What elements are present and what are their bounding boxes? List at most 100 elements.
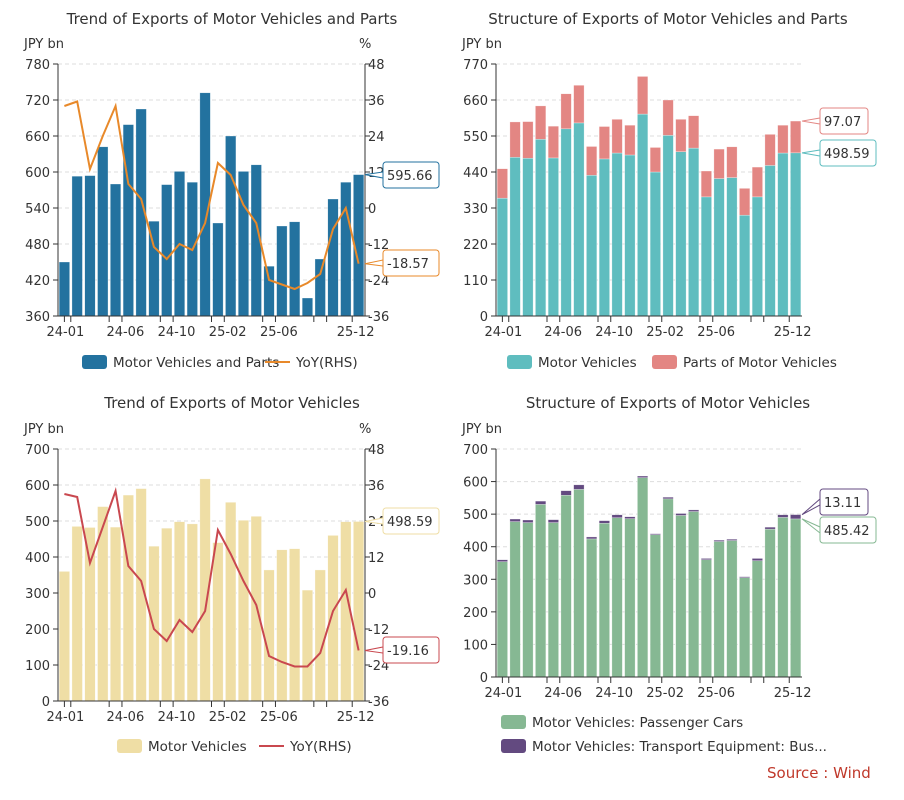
legend-label: Motor Vehicles (148, 739, 247, 755)
bar-25-03 (238, 520, 248, 701)
x-tick-label: 24-01 (484, 325, 522, 340)
bar-24-05 (548, 158, 558, 316)
x-tick-label: 25-02 (209, 325, 247, 340)
y-tick-label: 500 (25, 515, 50, 530)
bar-25-07 (289, 549, 299, 701)
bar-25-11 (778, 515, 788, 518)
bar-25-05 (701, 558, 711, 559)
chart-title: Trend of Exports of Motor Vehicles and P… (66, 10, 398, 28)
bar-24-06 (561, 495, 571, 677)
bar-25-06 (714, 542, 724, 677)
bar-25-03 (676, 119, 686, 151)
callout-pointer (802, 118, 820, 124)
bar-24-08 (149, 546, 159, 701)
bar-25-10 (765, 165, 775, 316)
x-tick-label: 25-12 (774, 686, 812, 701)
bar-24-03 (523, 523, 533, 677)
bar-24-07 (574, 489, 584, 677)
bar-25-03 (676, 152, 686, 316)
bar-24-01 (59, 571, 69, 701)
bar-25-09 (315, 570, 325, 701)
y-tick-label: 200 (25, 623, 50, 638)
left-axis-unit: JPY bn (23, 422, 64, 437)
y-tick-label: 400 (25, 551, 50, 566)
bar-25-01 (650, 534, 660, 535)
bar-25-05 (701, 171, 711, 197)
callout-pointer (802, 519, 820, 533)
y-right-tick-label: 48 (368, 443, 385, 458)
bar-25-10 (765, 527, 775, 529)
x-tick-label: 24-01 (484, 686, 522, 701)
bar-24-06 (123, 125, 133, 316)
x-tick-label: 24-06 (106, 710, 144, 725)
x-tick-label: 25-12 (774, 325, 812, 340)
bar-24-06 (123, 495, 133, 701)
bar-25-07 (727, 147, 737, 178)
legend-swatch (501, 739, 526, 753)
bar-25-02 (225, 136, 235, 316)
y-tick-label: 540 (25, 202, 50, 217)
bar-25-04 (688, 148, 698, 316)
bar-25-02 (663, 100, 673, 135)
right-axis-unit: % (359, 422, 371, 437)
y-tick-label: 480 (25, 238, 50, 253)
y-right-tick-label: 36 (368, 94, 385, 109)
chart-title: Structure of Exports of Motor Vehicles a… (488, 10, 848, 28)
bar-24-11 (187, 524, 197, 701)
chart-panel-4: Structure of Exports of Motor VehiclesJP… (461, 394, 876, 755)
bar-24-12 (637, 478, 647, 677)
bar-25-10 (328, 199, 338, 316)
y-tick-label: 400 (463, 541, 488, 556)
bar-25-02 (663, 497, 673, 499)
bar-25-08 (302, 590, 312, 701)
bar-24-04 (535, 501, 545, 504)
bar-25-05 (264, 570, 274, 701)
legend-item[interactable]: Motor Vehicles: Passenger Cars (501, 715, 743, 731)
bar-24-09 (161, 528, 171, 701)
bar-25-10 (328, 535, 338, 701)
legend-swatch (82, 355, 107, 369)
callout-value: 498.59 (387, 515, 433, 530)
y-tick-label: 330 (463, 202, 488, 217)
bar-25-11 (778, 153, 788, 316)
x-tick-label: 24-06 (544, 325, 582, 340)
bar-24-10 (612, 518, 622, 677)
bar-25-05 (701, 560, 711, 677)
x-tick-label: 25-06 (260, 325, 298, 340)
bar-25-01 (213, 543, 223, 701)
bar-25-06 (714, 179, 724, 316)
y-tick-label: 0 (480, 671, 488, 686)
bar-24-01 (497, 562, 507, 677)
legend-item[interactable]: Motor Vehicles (117, 739, 247, 755)
left-axis-unit: JPY bn (461, 37, 502, 52)
bar-25-10 (765, 134, 775, 165)
legend-item[interactable]: Motor Vehicles (507, 355, 637, 371)
bar-24-09 (599, 159, 609, 316)
bar-25-02 (663, 135, 673, 316)
bar-25-07 (727, 539, 737, 540)
source-label: Source : Wind (767, 764, 871, 782)
bar-24-06 (561, 491, 571, 496)
bar-25-08 (739, 577, 749, 578)
bar-25-04 (688, 510, 698, 512)
bar-24-04 (535, 504, 545, 677)
y-tick-label: 110 (463, 274, 488, 289)
x-tick-label: 24-01 (47, 325, 85, 340)
callout-pointer (802, 150, 820, 156)
bar-25-10 (765, 529, 775, 677)
callout-pointer (365, 647, 383, 653)
bar-24-05 (548, 523, 558, 677)
bar-24-09 (599, 127, 609, 159)
y-tick-label: 100 (463, 638, 488, 653)
y-right-tick-label: -12 (368, 623, 389, 638)
legend-label: Motor Vehicles: Transport Equipment: Bus… (532, 739, 827, 755)
x-tick-label: 25-06 (260, 710, 298, 725)
legend-item[interactable]: Motor Vehicles and Parts (82, 355, 279, 371)
legend-label: YoY(RHS) (295, 355, 358, 371)
legend-item[interactable]: Motor Vehicles: Transport Equipment: Bus… (501, 739, 827, 755)
legend-item[interactable]: YoY(RHS) (259, 739, 352, 755)
legend-item[interactable]: Parts of Motor Vehicles (652, 355, 837, 371)
y-tick-label: 440 (463, 166, 488, 181)
left-axis-unit: JPY bn (461, 422, 502, 437)
y-tick-label: 0 (480, 310, 488, 325)
